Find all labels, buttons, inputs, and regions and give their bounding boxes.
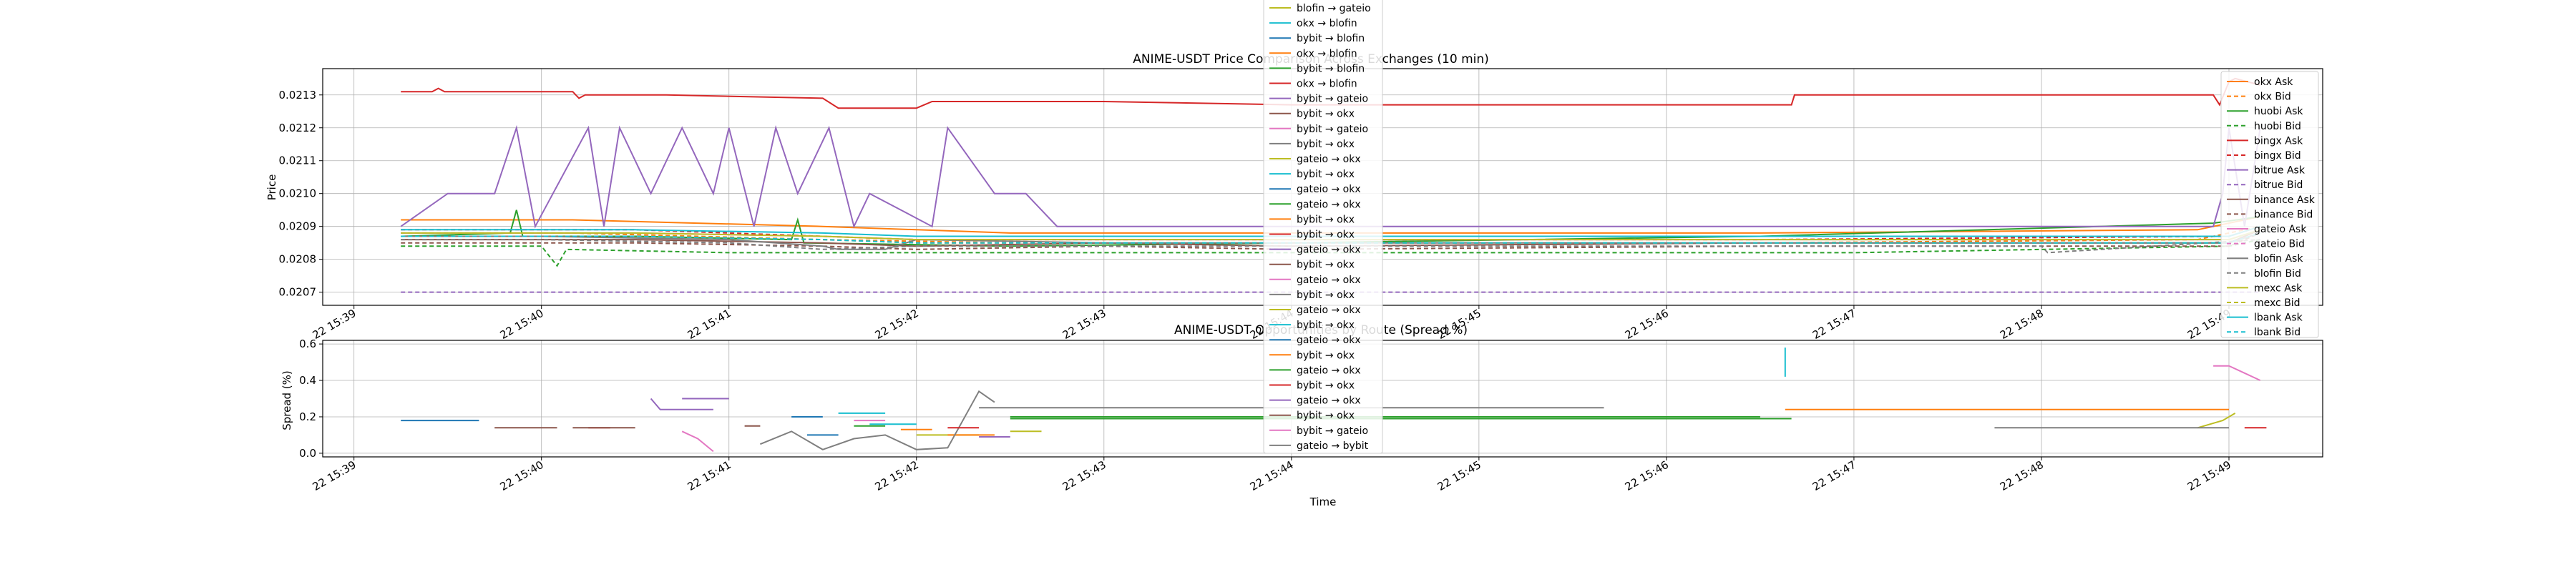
route-legend-label: gateio → okx: [1297, 335, 1361, 346]
route-legend-label: bybit → okx: [1297, 169, 1355, 180]
price-legend-label: blofin Bid: [2254, 268, 2301, 280]
price-chart-series-line: [400, 124, 2261, 229]
spread-chart-series-line: [2213, 365, 2261, 381]
price-legend-box: [2220, 71, 2319, 338]
spread-chart-xtick-label: 22 15:44: [1248, 458, 1296, 493]
price-legend-label: bitrue Bid: [2254, 179, 2303, 191]
price-legend-label: binance Bid: [2254, 209, 2313, 220]
route-legend-label: gateio → bybit: [1297, 440, 1369, 452]
spread-chart-xtick-label: 22 15:43: [1060, 458, 1108, 493]
price-chart-xtick-label: 22 15:39: [311, 307, 358, 342]
price-chart-xtick-label: 22 15:40: [498, 307, 546, 342]
route-legend-label: okx → blofin: [1297, 48, 1357, 59]
price-chart-ylabel: Price: [265, 174, 278, 201]
spread-chart-series-line: [681, 430, 714, 453]
price-chart-xtick-label: 22 15:48: [1998, 307, 2046, 342]
price-chart-series-line: [401, 229, 2261, 241]
route-legend-label: gateio → okx: [1297, 154, 1361, 165]
route-legend-label: gateio → okx: [1297, 395, 1361, 407]
route-legend-label: okx → blofin: [1297, 18, 1357, 29]
route-legend-label: bybit → gateio: [1297, 425, 1368, 437]
route-legend-label: bybit → gateio: [1297, 124, 1368, 135]
price-chart-series-line: [401, 77, 2260, 109]
price-chart-ytick-label: 0.0212: [279, 122, 317, 134]
spread-chart-xtick-label: 22 15:40: [498, 458, 546, 493]
price-legend-label: mexc Bid: [2254, 297, 2301, 309]
route-legend-label: bybit → okx: [1297, 290, 1355, 301]
route-legend-label: gateio → okx: [1297, 245, 1361, 256]
price-legend-label: bitrue Ask: [2254, 165, 2306, 177]
route-legend-label: bybit → okx: [1297, 260, 1355, 271]
price-chart-series-line: [401, 239, 2260, 267]
spread-chart-series-line: [760, 390, 995, 450]
spread-chart-xtick-label: 22 15:46: [1623, 458, 1671, 493]
price-legend-label: okx Ask: [2254, 77, 2293, 88]
route-legend-label: bybit → okx: [1297, 139, 1355, 150]
route-legend-box: [1263, 0, 1383, 454]
spread-chart-xtick-label: 22 15:39: [311, 458, 358, 493]
price-chart-xtick-label: 22 15:42: [873, 307, 921, 342]
price-legend-label: huobi Bid: [2254, 121, 2301, 132]
spread-chart-ytick-label: 0.0: [299, 447, 316, 460]
price-chart-series-line: [401, 232, 2261, 244]
price-chart-xtick-label: 22 15:41: [686, 307, 733, 342]
price-chart-series-line: [401, 225, 2261, 237]
price-legend-label: gateio Ask: [2254, 224, 2307, 235]
spread-chart-ytick-label: 0.2: [299, 410, 316, 423]
price-chart-series-line: [401, 215, 2260, 234]
spread-chart-ylabel: Spread (%): [280, 370, 293, 430]
price-legend-label: lbank Bid: [2254, 327, 2301, 338]
spread-chart-xtick-label: 22 15:48: [1998, 458, 2046, 493]
route-legend-label: bybit → okx: [1297, 380, 1355, 392]
spread-chart-xtick-label: 22 15:42: [873, 458, 921, 493]
spread-chart-xtick-label: 22 15:49: [2185, 458, 2233, 493]
route-legend-label: bybit → gateio: [1297, 94, 1368, 105]
price-legend-label: blofin Ask: [2254, 253, 2303, 265]
price-legend-label: bingx Ask: [2254, 135, 2303, 147]
route-legend-label: okx → blofin: [1297, 79, 1357, 90]
price-chart-xtick-label: 22 15:47: [1810, 307, 1858, 342]
route-legend-label: bybit → okx: [1297, 109, 1355, 120]
route-legend-label: bybit → okx: [1297, 214, 1355, 225]
price-chart-xtick-label: 22 15:46: [1623, 307, 1671, 342]
price-chart-series-line: [401, 232, 2261, 250]
price-chart-ytick-label: 0.0208: [279, 253, 317, 266]
price-legend-label: mexc Ask: [2254, 282, 2303, 294]
route-legend-label: bybit → okx: [1297, 410, 1355, 422]
price-chart-ytick-label: 0.0211: [279, 154, 317, 167]
price-chart-ytick-label: 0.0210: [279, 187, 317, 200]
spread-chart-ytick-label: 0.6: [299, 337, 316, 350]
route-legend-label: bybit → okx: [1297, 320, 1355, 331]
route-legend-label: gateio → okx: [1297, 275, 1361, 286]
route-legend-label: gateio → okx: [1297, 305, 1361, 316]
price-legend-label: lbank Ask: [2254, 312, 2303, 324]
price-chart-ytick-label: 0.0207: [279, 286, 317, 299]
route-legend-label: gateio → okx: [1297, 365, 1361, 376]
price-chart-xtick-label: 22 15:43: [1060, 307, 1108, 342]
price-chart-ytick-label: 0.0213: [279, 89, 317, 102]
route-legend-label: blofin → gateio: [1297, 3, 1371, 14]
price-legend-label: okx Bid: [2254, 92, 2291, 103]
spread-chart-series-line: [650, 398, 713, 410]
route-legend-label: bybit → blofin: [1297, 33, 1365, 44]
price-legend-label: binance Ask: [2254, 194, 2316, 206]
route-legend-label: gateio → okx: [1297, 199, 1361, 210]
spread-chart-ytick-label: 0.4: [299, 374, 316, 387]
spread-chart-series-line: [2197, 413, 2236, 429]
price-chart-ytick-label: 0.0209: [279, 220, 317, 233]
route-legend-label: bybit → okx: [1297, 350, 1355, 361]
route-legend-label: gateio → okx: [1297, 184, 1361, 195]
route-legend-label: bybit → okx: [1297, 230, 1355, 241]
price-legend-label: bingx Bid: [2254, 150, 2301, 162]
price-legend-label: huobi Ask: [2254, 106, 2303, 117]
spread-chart-xtick-label: 22 15:41: [686, 458, 733, 493]
price-chart-series-line: [401, 239, 2260, 254]
spread-chart-xtick-label: 22 15:45: [1435, 458, 1483, 493]
route-legend-label: bybit → blofin: [1297, 63, 1365, 74]
spread-chart-xtick-label: 22 15:47: [1810, 458, 1858, 493]
price-legend-label: gateio Bid: [2254, 239, 2305, 250]
spread-chart-xlabel: Time: [1309, 495, 1337, 508]
